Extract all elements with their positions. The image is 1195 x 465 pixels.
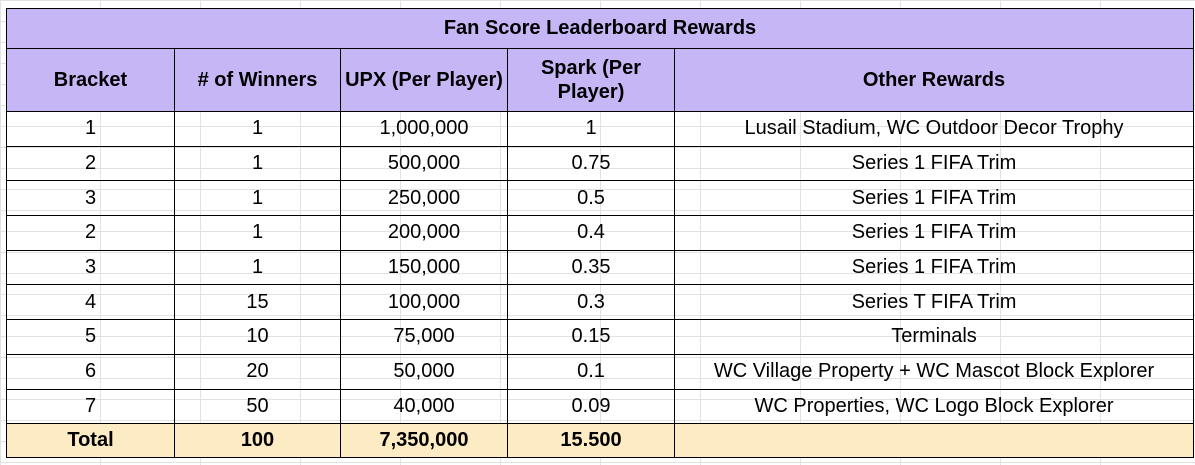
total-spark-cell[interactable]: 15.500 [507,423,675,459]
other-rewards-cell[interactable]: WC Village Property + WC Mascot Block Ex… [674,353,1194,390]
bracket-cell[interactable]: 2 [6,145,175,182]
table-row: 7 50 40,000 0.09 WC Properties, WC Logo … [6,388,1194,425]
header-upx: UPX (Per Player) [340,48,508,112]
table-title-row: Fan Score Leaderboard Rewards [6,8,1194,49]
table-row: 2 1 500,000 0.75 Series 1 FIFA Trim [6,145,1194,182]
winners-cell[interactable]: 1 [174,180,341,217]
header-other-rewards: Other Rewards [674,48,1194,112]
table-title: Fan Score Leaderboard Rewards [6,8,1194,49]
bracket-cell[interactable]: 2 [6,215,175,251]
bracket-cell[interactable]: 1 [6,111,175,147]
table-row: 3 1 150,000 0.35 Series 1 FIFA Trim [6,249,1194,286]
header-winners: # of Winners [174,48,341,112]
spark-cell[interactable]: 0.3 [507,284,675,321]
table-row: 5 10 75,000 0.15 Terminals [6,319,1194,355]
winners-cell[interactable]: 1 [174,145,341,182]
other-rewards-cell[interactable]: Series 1 FIFA Trim [674,249,1194,286]
winners-cell[interactable]: 1 [174,249,341,286]
table-row: 6 20 50,000 0.1 WC Village Property + WC… [6,353,1194,390]
upx-cell[interactable]: 500,000 [340,145,508,182]
upx-cell[interactable]: 250,000 [340,180,508,217]
upx-cell[interactable]: 75,000 [340,319,508,355]
upx-cell[interactable]: 150,000 [340,249,508,286]
winners-cell[interactable]: 50 [174,388,341,425]
bracket-cell[interactable]: 7 [6,388,175,425]
spark-cell[interactable]: 1 [507,111,675,147]
total-upx-cell[interactable]: 7,350,000 [340,423,508,459]
spark-cell[interactable]: 0.5 [507,180,675,217]
table-row: 4 15 100,000 0.3 Series T FIFA Trim [6,284,1194,321]
other-rewards-cell[interactable]: Terminals [674,319,1194,355]
header-row: Bracket # of Winners UPX (Per Player) Sp… [6,48,1194,112]
winners-cell[interactable]: 15 [174,284,341,321]
table-row: 1 1 1,000,000 1 Lusail Stadium, WC Outdo… [6,111,1194,147]
table-row: 3 1 250,000 0.5 Series 1 FIFA Trim [6,180,1194,217]
total-other-rewards-cell[interactable] [674,423,1194,459]
bracket-cell[interactable]: 3 [6,249,175,286]
spark-cell[interactable]: 0.35 [507,249,675,286]
rewards-table: Fan Score Leaderboard Rewards Bracket # … [6,8,1194,459]
bracket-cell[interactable]: 4 [6,284,175,321]
spark-cell[interactable]: 0.15 [507,319,675,355]
bracket-cell[interactable]: 6 [6,353,175,390]
spark-cell[interactable]: 0.09 [507,388,675,425]
winners-cell[interactable]: 1 [174,111,341,147]
spark-cell[interactable]: 0.75 [507,145,675,182]
other-rewards-cell[interactable]: Series 1 FIFA Trim [674,145,1194,182]
upx-cell[interactable]: 40,000 [340,388,508,425]
total-label-cell[interactable]: Total [6,423,175,459]
winners-cell[interactable]: 10 [174,319,341,355]
other-rewards-cell[interactable]: Series 1 FIFA Trim [674,215,1194,251]
spark-cell[interactable]: 0.1 [507,353,675,390]
bracket-cell[interactable]: 3 [6,180,175,217]
upx-cell[interactable]: 100,000 [340,284,508,321]
header-spark: Spark (Per Player) [507,48,675,112]
upx-cell[interactable]: 1,000,000 [340,111,508,147]
winners-cell[interactable]: 1 [174,215,341,251]
bracket-cell[interactable]: 5 [6,319,175,355]
upx-cell[interactable]: 200,000 [340,215,508,251]
upx-cell[interactable]: 50,000 [340,353,508,390]
header-bracket: Bracket [6,48,175,112]
other-rewards-cell[interactable]: Lusail Stadium, WC Outdoor Decor Trophy [674,111,1194,147]
other-rewards-cell[interactable]: Series 1 FIFA Trim [674,180,1194,217]
other-rewards-cell[interactable]: Series T FIFA Trim [674,284,1194,321]
winners-cell[interactable]: 20 [174,353,341,390]
spark-cell[interactable]: 0.4 [507,215,675,251]
other-rewards-cell[interactable]: WC Properties, WC Logo Block Explorer [674,388,1194,425]
table-row: 2 1 200,000 0.4 Series 1 FIFA Trim [6,215,1194,251]
total-winners-cell[interactable]: 100 [174,423,341,459]
total-row: Total 100 7,350,000 15.500 [6,423,1194,459]
